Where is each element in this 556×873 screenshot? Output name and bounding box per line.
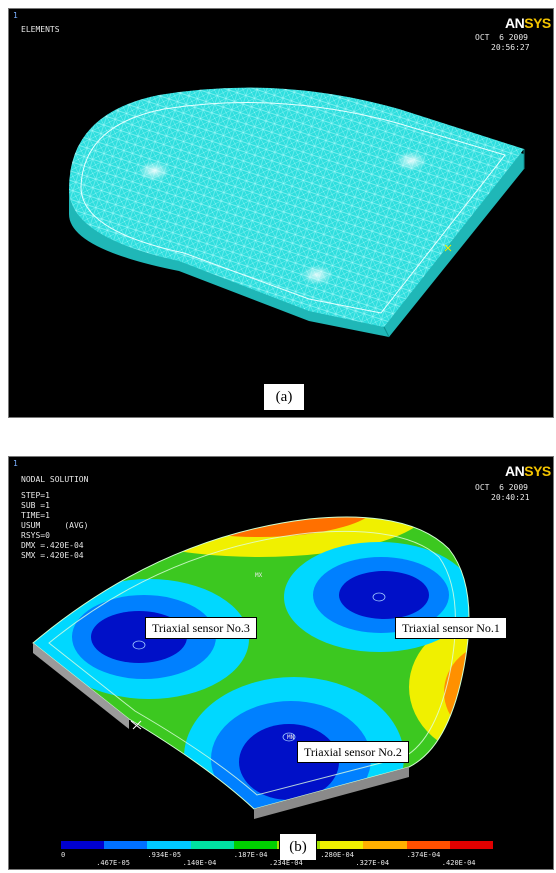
legend-tick-label: .934E-05 — [147, 851, 182, 859]
caption-b: (b) — [279, 833, 317, 861]
coordinate-triad-icon — [130, 720, 142, 730]
sensor-label-3: Triaxial sensor No.3 — [145, 617, 257, 639]
legend-swatch — [190, 841, 234, 849]
legend-swatch — [320, 841, 364, 849]
window-number: 1 — [13, 459, 18, 468]
legend-swatch — [449, 841, 494, 849]
ansys-logo: ANSYS — [505, 463, 551, 479]
ansys-logo: ANSYS — [505, 15, 551, 31]
legend-tick-label: .420E-04 — [441, 859, 476, 867]
info-line: DMX =.420E-04 — [21, 541, 84, 550]
info-line: NODAL SOLUTION — [21, 475, 89, 484]
legend-tick-label: .327E-04 — [355, 859, 390, 867]
color-legend-bar — [61, 841, 494, 849]
info-line: USUM (AVG) — [21, 521, 89, 530]
legend-swatch — [61, 841, 105, 849]
sensor-marker — [282, 732, 296, 742]
legend-swatch — [233, 841, 278, 849]
sensor-marker — [372, 592, 386, 602]
legend-tick-label: .187E-04 — [233, 851, 268, 859]
date-label: OCT 6 2009 — [475, 483, 528, 492]
date-label: OCT 6 2009 — [475, 33, 528, 42]
mode-label: ELEMENTS — [21, 25, 60, 34]
legend-swatch — [104, 841, 148, 849]
legend-tick-label: .140E-04 — [182, 859, 217, 867]
legend-tick-label: .467E-05 — [96, 859, 130, 867]
legend-swatch — [147, 841, 191, 849]
panel-a-elements-view: 1 ELEMENTS ANSYS OCT 6 2009 20:56:27 (a) — [8, 8, 554, 418]
legend-tick-label: 0 — [61, 851, 66, 859]
info-line: TIME=1 — [21, 511, 50, 520]
mesh-plate-view — [69, 87, 525, 338]
legend-tick-label: .234E-04 — [269, 859, 303, 867]
legend-tick-label: .280E-04 — [320, 851, 354, 859]
coordinate-triad-icon — [444, 244, 452, 252]
contour-plate-view — [32, 516, 470, 819]
legend-tick-label: .374E-04 — [406, 851, 441, 859]
time-label: 20:40:21 — [491, 493, 530, 502]
legend-swatch — [363, 841, 407, 849]
info-line: SUB =1 — [21, 501, 50, 510]
mn-marker: MN — [287, 734, 295, 741]
sensor-label-2: Triaxial sensor No.2 — [297, 741, 409, 763]
caption-a: (a) — [263, 383, 305, 411]
legend-swatch — [406, 841, 450, 849]
mesh-refinement-spot — [301, 265, 333, 285]
sensor-marker — [132, 640, 146, 650]
info-line: SMX =.420E-04 — [21, 551, 84, 560]
mesh-refinement-spot — [395, 151, 427, 171]
sensor-label-1: Triaxial sensor No.1 — [395, 617, 507, 639]
info-line: STEP=1 — [21, 491, 50, 500]
panel-b-nodal-solution: 1 NODAL SOLUTION STEP=1 SUB =1 TIME=1 US… — [8, 456, 554, 870]
info-line: RSYS=0 — [21, 531, 50, 540]
time-label: 20:56:27 — [491, 43, 530, 52]
window-number: 1 — [13, 11, 18, 20]
mesh-refinement-spot — [138, 161, 170, 181]
mx-marker: MX — [255, 572, 263, 579]
